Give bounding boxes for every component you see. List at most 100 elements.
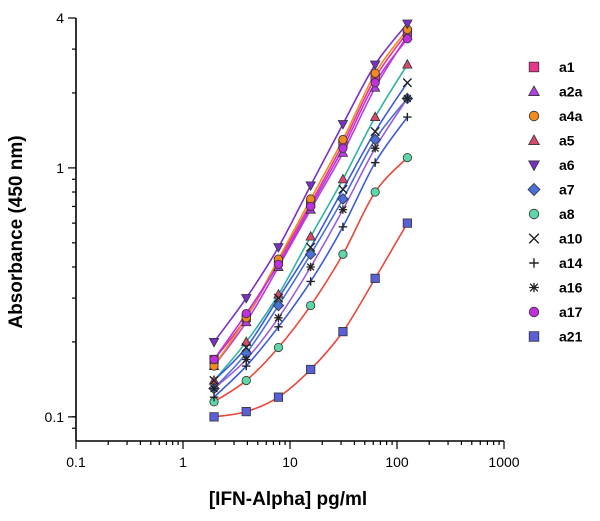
data-point-a16 [242,355,251,364]
legend-label-a16: a16 [559,280,583,296]
data-point-a4a [370,68,380,78]
legend-item-a16: a16 [529,280,583,296]
legend-marker-a2a [528,85,540,96]
data-point-a17 [209,354,219,365]
data-point-a14 [370,158,380,167]
data-point-a8 [338,249,348,259]
fit-curve-a5 [213,64,409,382]
legend-item-a7: a7 [527,182,575,198]
legend-item-a4a: a4a [528,108,583,124]
data-point-a8 [402,152,412,163]
data-point-a17 [370,78,380,88]
data-point-a10 [273,293,284,303]
data-point-a6 [402,19,413,30]
x-tick-label: 1 [179,454,187,470]
data-point-a10 [370,126,380,137]
x-tick-label: 1000 [488,454,519,470]
data-point-a16 [403,94,412,103]
data-point-a10 [402,77,413,88]
data-point-a17 [241,308,251,319]
data-point-a5 [305,230,316,241]
data-point-a10 [305,242,316,252]
y-tick-label: 0.1 [45,409,65,425]
legend-marker-a4a [528,110,540,122]
legend-item-a14: a14 [529,255,583,271]
data-point-a7 [304,248,317,261]
data-point-a14 [403,112,412,122]
x-tick-label: 100 [385,454,409,470]
legend-label-a6: a6 [559,157,575,173]
series-a16 [209,94,412,393]
legend-item-a8: a8 [528,206,575,222]
legend-marker-a17 [528,306,540,318]
data-point-a7 [337,193,349,205]
plot-area [208,19,414,422]
legend-label-a8: a8 [559,206,575,222]
series-a4a [209,24,412,371]
data-point-a21 [402,218,412,228]
data-point-a14 [209,392,219,402]
data-point-a4a [338,134,348,145]
data-point-a16 [209,384,219,393]
legend-marker-a16 [529,282,539,293]
legend-label-a5: a5 [559,133,575,149]
data-point-a14 [306,277,315,286]
data-point-a5 [240,336,252,346]
x-tick-label: 0.1 [66,454,86,470]
data-point-a21 [241,406,251,417]
data-point-a16 [370,143,380,153]
data-point-a16 [274,313,283,322]
data-point-a6 [337,120,349,130]
data-point-a17 [306,201,316,212]
data-point-a21 [306,364,316,375]
legend-item-a1: a1 [528,59,575,75]
data-point-a17 [402,34,412,44]
legend-label-a2a: a2a [559,84,583,100]
legend-marker-a7 [527,182,541,197]
legend-item-a21: a21 [528,329,583,345]
x-tick-label: 10 [282,454,298,470]
series-a10 [209,77,413,386]
legend-marker-a5 [528,134,540,145]
data-point-a16 [306,262,315,272]
data-point-a17 [338,143,348,153]
data-point-a8 [306,300,316,311]
legend-label-a14: a14 [559,255,583,271]
data-point-a21 [209,412,219,422]
data-point-a5 [369,111,381,122]
series-a17 [209,34,412,365]
legend-item-a6: a6 [528,157,575,173]
series-a8 [209,152,412,407]
y-tick-label: 4 [56,10,64,26]
data-point-a21 [273,392,284,402]
data-point-a16 [338,205,348,214]
data-point-a7 [272,299,285,312]
legend-label-a10: a10 [559,231,583,247]
data-point-a6 [369,60,381,71]
data-point-a8 [273,342,284,353]
data-point-a8 [370,187,380,197]
legend-label-a1: a1 [559,59,575,75]
legend-item-a5: a5 [528,133,575,149]
legend-marker-a8 [528,208,540,220]
data-point-a14 [274,322,283,332]
legend-marker-a1 [528,61,540,73]
legend-marker-a14 [529,258,539,268]
legend-label-a4a: a4a [559,108,583,124]
data-point-a8 [241,375,251,386]
legend-marker-a21 [528,331,540,342]
data-point-a14 [338,222,348,231]
x-axis-title: [IFN-Alpha] pg/ml [209,489,367,510]
data-point-a10 [241,342,251,353]
legend-item-a17: a17 [528,304,583,320]
data-point-a17 [273,259,284,269]
series-a14 [209,112,412,402]
legend-label-a21: a21 [559,329,583,345]
series-a6 [208,19,413,348]
data-point-a5 [337,173,349,184]
data-point-a6 [273,243,284,253]
legend-marker-a10 [528,233,540,244]
data-point-a21 [370,273,380,283]
series-a5 [208,58,413,385]
